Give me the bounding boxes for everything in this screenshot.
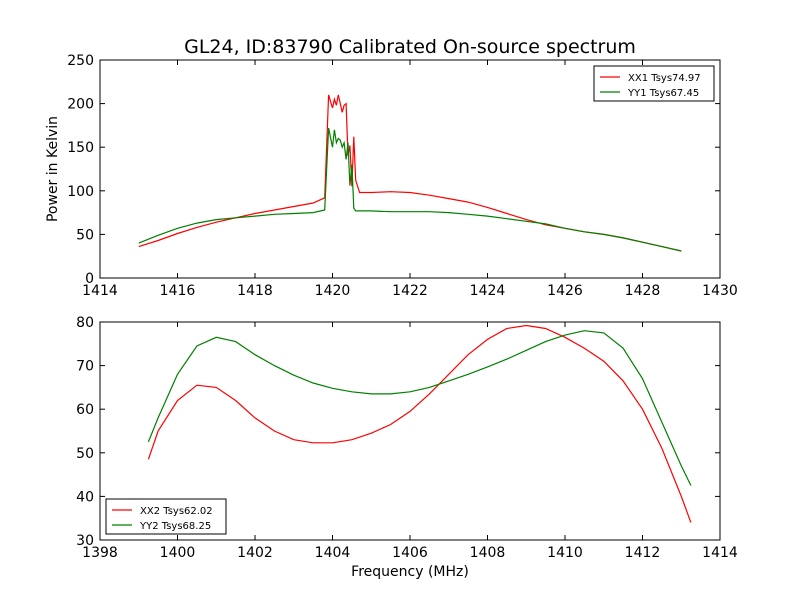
- legend-box: [105, 498, 227, 535]
- x-tick-label: 1424: [470, 283, 506, 299]
- y-tick-label: 30: [76, 533, 94, 549]
- x-tick-label: 1398: [82, 545, 118, 561]
- y-tick-label: 40: [76, 489, 94, 505]
- y-tick-label: 60: [76, 402, 94, 418]
- x-tick-label: 1414: [702, 545, 738, 561]
- y-tick-label: 50: [76, 446, 94, 462]
- panel-2: 1398 1400 1402 1404 1406 1408 1410 1412 1414 30 40…: [76, 315, 738, 580]
- x-tick-label: 1430: [702, 283, 738, 299]
- x-tick-label: 1428: [625, 283, 661, 299]
- y-tick-label: 80: [76, 315, 94, 331]
- legend-label: XX1 Tsys74.97: [628, 73, 701, 84]
- x-tick-label: 1418: [237, 283, 273, 299]
- legend-box: [593, 65, 715, 102]
- x-tick-label: 1426: [547, 283, 583, 299]
- series-line-2: [138, 127, 682, 252]
- series-line-1: [147, 324, 692, 523]
- x-tick-label: 1422: [392, 283, 428, 299]
- y-tick-label: 200: [67, 97, 94, 113]
- legend: XX1 Tsys74.97 YY1 Tsys67.45: [593, 65, 715, 102]
- legend-label: XX2 Tsys62.02: [140, 506, 213, 517]
- legend-label: YY1 Tsys67.45: [627, 88, 699, 99]
- y-axis-label: Power in Kelvin: [45, 116, 61, 222]
- y-tick-label: 0: [85, 271, 94, 287]
- x-tick-label: 1420: [315, 283, 351, 299]
- y-tick-label: 150: [67, 140, 94, 156]
- x-tick-label: 1410: [547, 545, 583, 561]
- y-tick-label: 50: [76, 227, 94, 243]
- x-tick-label: 1404: [315, 545, 351, 561]
- x-tick-label: 1412: [625, 545, 661, 561]
- x-axis-label: Frequency (MHz): [351, 564, 469, 580]
- x-tick-label: 1402: [237, 545, 273, 561]
- x-tick-label: 1408: [470, 545, 506, 561]
- legend-label: YY2 Tsys68.25: [139, 521, 211, 532]
- series-line-2: [147, 330, 692, 486]
- x-tick-label: 1400: [160, 545, 196, 561]
- legend: XX2 Tsys62.02 YY2 Tsys68.25: [105, 498, 227, 535]
- y-tick-label: 70: [76, 359, 94, 375]
- x-tick-label: 1406: [392, 545, 428, 561]
- x-tick-label: 1416: [160, 283, 196, 299]
- x-tick-label: 1414: [82, 283, 118, 299]
- y-tick-label: 250: [67, 53, 94, 69]
- series-line-1: [138, 94, 682, 252]
- y-tick-label: 100: [67, 184, 94, 200]
- panel-1: 1414 1416 1418 1420 1422 1424 1426 1428 1430 0 50 1…: [45, 53, 738, 299]
- figure-title: GL24, ID:83790 Calibrated On-source spec…: [184, 36, 636, 58]
